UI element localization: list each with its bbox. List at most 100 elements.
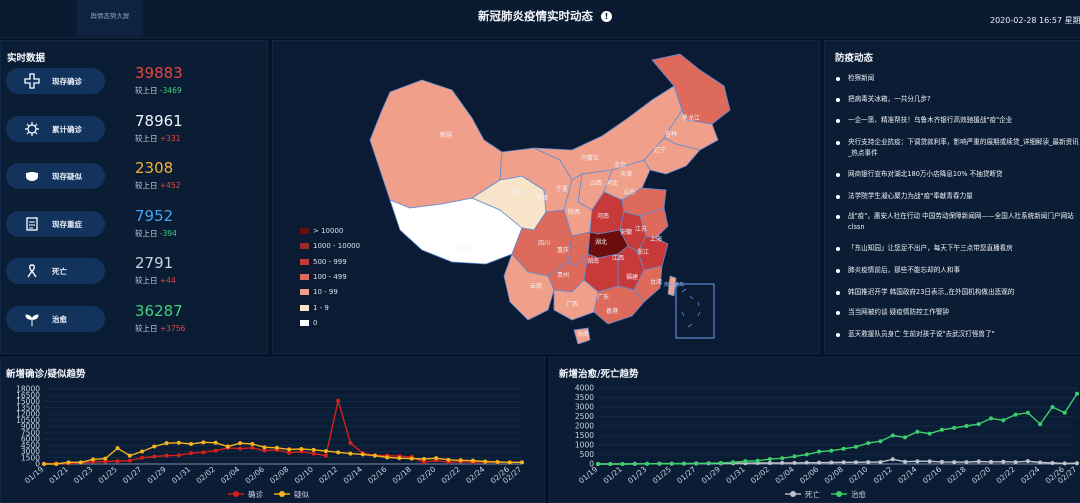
- y-tick-label: 0: [35, 460, 40, 469]
- data-point: [348, 451, 353, 456]
- data-point: [336, 450, 341, 455]
- legend-item[interactable]: 1 - 9: [300, 303, 329, 312]
- data-point: [446, 457, 451, 462]
- map-label-anhui: 安徽: [620, 229, 633, 236]
- data-point: [470, 458, 475, 463]
- news-item[interactable]: 一企一策、精准帮扶！乌鲁木齐银行高效驰援战"疫"企业: [834, 115, 1080, 126]
- news-item[interactable]: 「东山知园」让您足不出户，每天下午三点带您直播看房: [834, 243, 1080, 254]
- map-label-xinjiang: 新疆: [440, 132, 453, 139]
- mask-icon: [26, 172, 38, 181]
- data-point: [1075, 461, 1079, 466]
- legend-swatch: [300, 243, 309, 250]
- data-point: [42, 462, 46, 466]
- x-tick-label: 02/10: [293, 464, 316, 485]
- data-point: [507, 460, 512, 465]
- news-item[interactable]: 把病毒关冰箱，一共分几步?: [834, 94, 1080, 105]
- legend-marker[interactable]: [836, 491, 842, 497]
- stat-button[interactable]: 现存确诊: [6, 68, 105, 94]
- y-tick-label: 3000: [21, 447, 40, 456]
- map-region-heilongjiang: [651, 53, 731, 125]
- chart-confirmed-suspected: 0150030004500600075009000105001200013500…: [16, 385, 524, 499]
- virus-icon: [25, 121, 39, 136]
- x-tick-label: 02/20: [970, 464, 993, 485]
- stat-button[interactable]: 现存疑似: [6, 163, 105, 189]
- legend-label: 1 - 9: [313, 303, 329, 312]
- data-point: [348, 440, 353, 445]
- legend-item[interactable]: 1000 - 10000: [300, 242, 360, 250]
- data-point: [385, 455, 390, 460]
- data-point: [152, 454, 157, 459]
- news-item[interactable]: 战"疫"，惠安人社在行动 中国劳动保障新闻网——全国人社系统新闻门户网站 cls…: [834, 211, 1080, 233]
- map-label-jilin: 吉林: [665, 131, 678, 138]
- legend-item[interactable]: 10 - 99: [300, 288, 338, 296]
- stat-button[interactable]: 治愈: [6, 305, 105, 332]
- x-tick-label: 01/31: [724, 464, 747, 485]
- news-item[interactable]: 韩国推迟开学 韩国政府23日表示,,在外国机构做出悲观的: [834, 287, 1080, 298]
- dashboard-tab[interactable]: 舆情态势大屏: [77, 0, 143, 36]
- chart-title-recovered: 新增治愈/死亡趋势: [559, 369, 639, 380]
- x-tick-label: 02/02: [749, 464, 772, 485]
- legend-label: 0: [313, 318, 318, 327]
- news-item[interactable]: 蓝天救援队员身亡 生前对孩子说"去武汉打怪兽了": [834, 329, 1080, 340]
- x-tick-label: 01/29: [700, 464, 723, 485]
- data-point: [853, 444, 858, 449]
- stat-diff: 较上日 +452: [135, 180, 181, 191]
- map-label-guangxi: 广西: [566, 301, 579, 308]
- stat-button[interactable]: 现存重症: [6, 210, 105, 237]
- news-item[interactable]: 网商银行宣布对湖北180万小店降息10% 不抽贷断贷: [834, 169, 1080, 180]
- y-tick-label: 4000: [575, 384, 594, 393]
- x-tick-label: 02/20: [415, 464, 438, 485]
- news-item[interactable]: 肺炎疫情前后，那些不能忘却的人和事: [834, 265, 1080, 276]
- legend-label: 死亡: [805, 489, 820, 499]
- china-map[interactable]: [272, 40, 820, 354]
- legend-label: 100 - 499: [313, 272, 347, 281]
- legend-item[interactable]: 500 - 999: [300, 258, 347, 266]
- legend-marker[interactable]: [790, 491, 796, 497]
- x-tick-label: 01/19: [23, 464, 46, 485]
- data-point: [201, 450, 206, 455]
- header-bar: 舆情态势大屏 新冠肺炎疫情实时动态 ! 2020-02-28 16:57 星期五: [0, 0, 1080, 38]
- y-tick-label: 18000: [16, 385, 40, 394]
- data-point: [841, 446, 846, 451]
- legend-item[interactable]: 100 - 499: [300, 272, 347, 281]
- x-tick-label: 02/24: [464, 464, 487, 485]
- data-point: [1050, 405, 1055, 409]
- data-point: [817, 449, 822, 454]
- legend-item[interactable]: > 10000: [300, 227, 343, 235]
- x-tick-label: 01/29: [145, 464, 168, 485]
- info-icon[interactable]: !: [601, 10, 612, 22]
- map-label-neimenggu: 内蒙古: [581, 155, 600, 162]
- x-tick-label: 02/08: [823, 464, 846, 485]
- news-item[interactable]: 当当网被约谈 疑疫情防控工作警钟: [834, 307, 1080, 318]
- stat-label: 死亡: [52, 267, 67, 276]
- stat-button[interactable]: 累计确诊: [6, 115, 105, 142]
- legend-item[interactable]: 0: [300, 318, 318, 327]
- data-point: [878, 460, 883, 465]
- legend-marker[interactable]: [233, 491, 239, 497]
- news-item[interactable]: 央行支持企业抗疫：下调贷款利率，影响严重的展期或续贷_详细解读_最新资讯_热点事…: [834, 137, 1080, 159]
- stat-diff-value: +331: [159, 133, 181, 143]
- x-tick-label: 01/21: [47, 464, 70, 485]
- data-point: [890, 457, 895, 462]
- news-item[interactable]: 检察新闻: [834, 73, 1080, 84]
- series-line: [43, 400, 522, 465]
- x-tick-label: 02/16: [921, 464, 944, 485]
- data-point: [780, 460, 785, 465]
- legend-marker[interactable]: [279, 491, 285, 497]
- data-point: [780, 456, 785, 461]
- stat-diff-label: 较上日: [135, 133, 158, 143]
- data-point: [976, 422, 981, 427]
- data-point: [409, 456, 414, 461]
- data-point: [915, 459, 920, 464]
- data-point: [225, 444, 230, 449]
- x-tick-label: 02/06: [798, 464, 821, 485]
- y-tick-label: 16500: [16, 391, 40, 400]
- chart-title-confirmed: 新增确诊/疑似趋势: [6, 369, 86, 380]
- stat-row: 累计确诊 78961 较上日 +331: [6, 112, 266, 148]
- news-item[interactable]: 法学院学生凝心聚力为战"疫"奉献青春力量: [834, 191, 1080, 202]
- data-point: [903, 435, 908, 440]
- stat-button[interactable]: 死亡: [6, 258, 105, 284]
- stat-diff-value: +3756: [159, 323, 186, 333]
- data-point: [927, 459, 932, 464]
- nanhai-inset: [675, 283, 715, 339]
